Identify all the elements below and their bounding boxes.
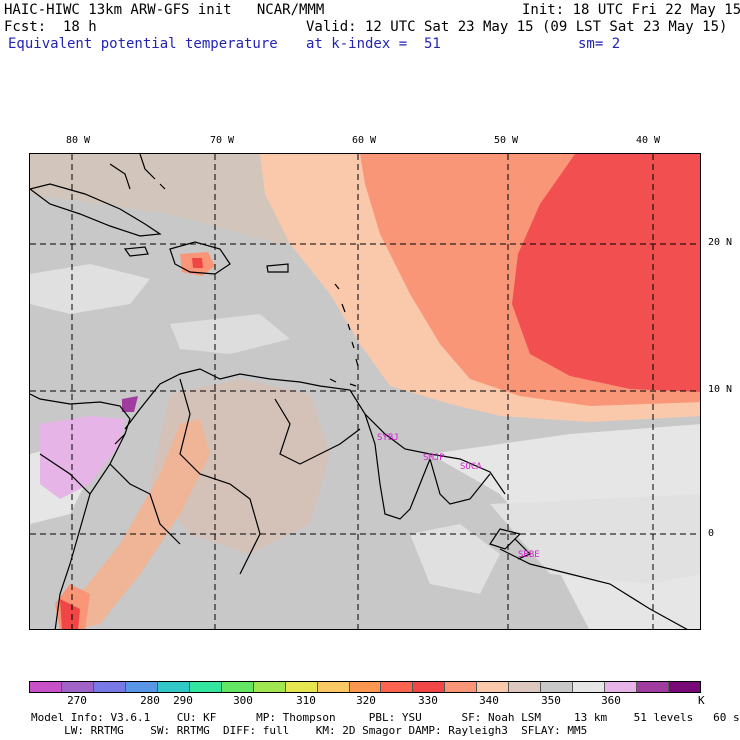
- colorbar-swatch-1: [61, 682, 94, 692]
- colorbar-swatch-9: [317, 682, 350, 692]
- colorbar-swatch-4: [157, 682, 190, 692]
- lat-label-20n: 20 N: [708, 237, 733, 248]
- colorbar-tick-340: 340: [479, 694, 499, 707]
- colorbar-tick-360: 360: [601, 694, 621, 707]
- station-smjp: SMJP: [423, 453, 445, 463]
- colorbar-swatch-15: [509, 682, 542, 692]
- valid-time: Valid: 12 UTC Sat 23 May 15 (09 LST Sat …: [306, 19, 728, 35]
- colorbar-tick-320: 320: [356, 694, 376, 707]
- colorbar-swatch-5: [189, 682, 222, 692]
- map-panel: SYBJ SMJP SOCA SBBE: [29, 153, 701, 630]
- init-time: Init: 18 UTC Fri 22 May 15: [522, 2, 740, 18]
- colorbar-tick-350: 350: [541, 694, 561, 707]
- colorbar-unit: K: [698, 694, 705, 707]
- colorbar-swatch-7: [253, 682, 286, 692]
- lon-label-70w: 70 W: [210, 135, 235, 146]
- colorbar-tick-280: 280: [140, 694, 160, 707]
- colorbar-swatch-20: [669, 682, 701, 692]
- colorbar-swatch-18: [605, 682, 638, 692]
- colorbar-swatch-17: [573, 682, 606, 692]
- colorbar-swatch-2: [93, 682, 126, 692]
- station-soca: SOCA: [460, 462, 482, 472]
- station-sbbe: SBBE: [518, 550, 540, 560]
- model-info-line1: Model Info: V3.6.1 CU: KF MP: Thompson P…: [31, 711, 740, 724]
- colorbar-swatch-10: [349, 682, 382, 692]
- lon-label-80w: 80 W: [66, 135, 91, 146]
- colorbar-tick-290: 290: [173, 694, 193, 707]
- model-info-line2: LW: RRTMG SW: RRTMG DIFF: full KM: 2D Sm…: [31, 724, 588, 737]
- model-title: HAIC-HIWC 13km ARW-GFS init NCAR/MMM: [4, 2, 325, 18]
- colorbar-swatch-3: [125, 682, 158, 692]
- colorbar-tick-270: 270: [67, 694, 87, 707]
- lon-label-50w: 50 W: [494, 135, 519, 146]
- forecast-label: Fcst:: [4, 19, 47, 35]
- field-shading: [30, 154, 700, 629]
- colorbar-swatch-0: [30, 682, 62, 692]
- station-sybj: SYBJ: [377, 433, 399, 443]
- colorbar-swatch-14: [477, 682, 510, 692]
- field-name: Equivalent potential temperature: [8, 36, 278, 52]
- lat-label-equator: 0: [708, 528, 715, 539]
- level-index: at k-index = 51: [306, 36, 441, 52]
- colorbar-tick-330: 330: [418, 694, 438, 707]
- colorbar-swatch-8: [285, 682, 318, 692]
- smoothing: sm= 2: [578, 36, 621, 52]
- colorbar-tick-300: 300: [233, 694, 253, 707]
- forecast-hour: 18 h: [63, 19, 97, 35]
- colorbar-tick-310: 310: [296, 694, 316, 707]
- colorbar-swatch-12: [413, 682, 446, 692]
- colorbar-swatch-19: [637, 682, 670, 692]
- colorbar-swatch-6: [221, 682, 254, 692]
- colorbar-swatch-16: [541, 682, 574, 692]
- lat-label-10n: 10 N: [708, 384, 733, 395]
- lon-label-40w: 40 W: [636, 135, 661, 146]
- lon-label-60w: 60 W: [352, 135, 377, 146]
- colorbar: [29, 681, 701, 693]
- colorbar-swatch-13: [445, 682, 478, 692]
- colorbar-swatch-11: [381, 682, 414, 692]
